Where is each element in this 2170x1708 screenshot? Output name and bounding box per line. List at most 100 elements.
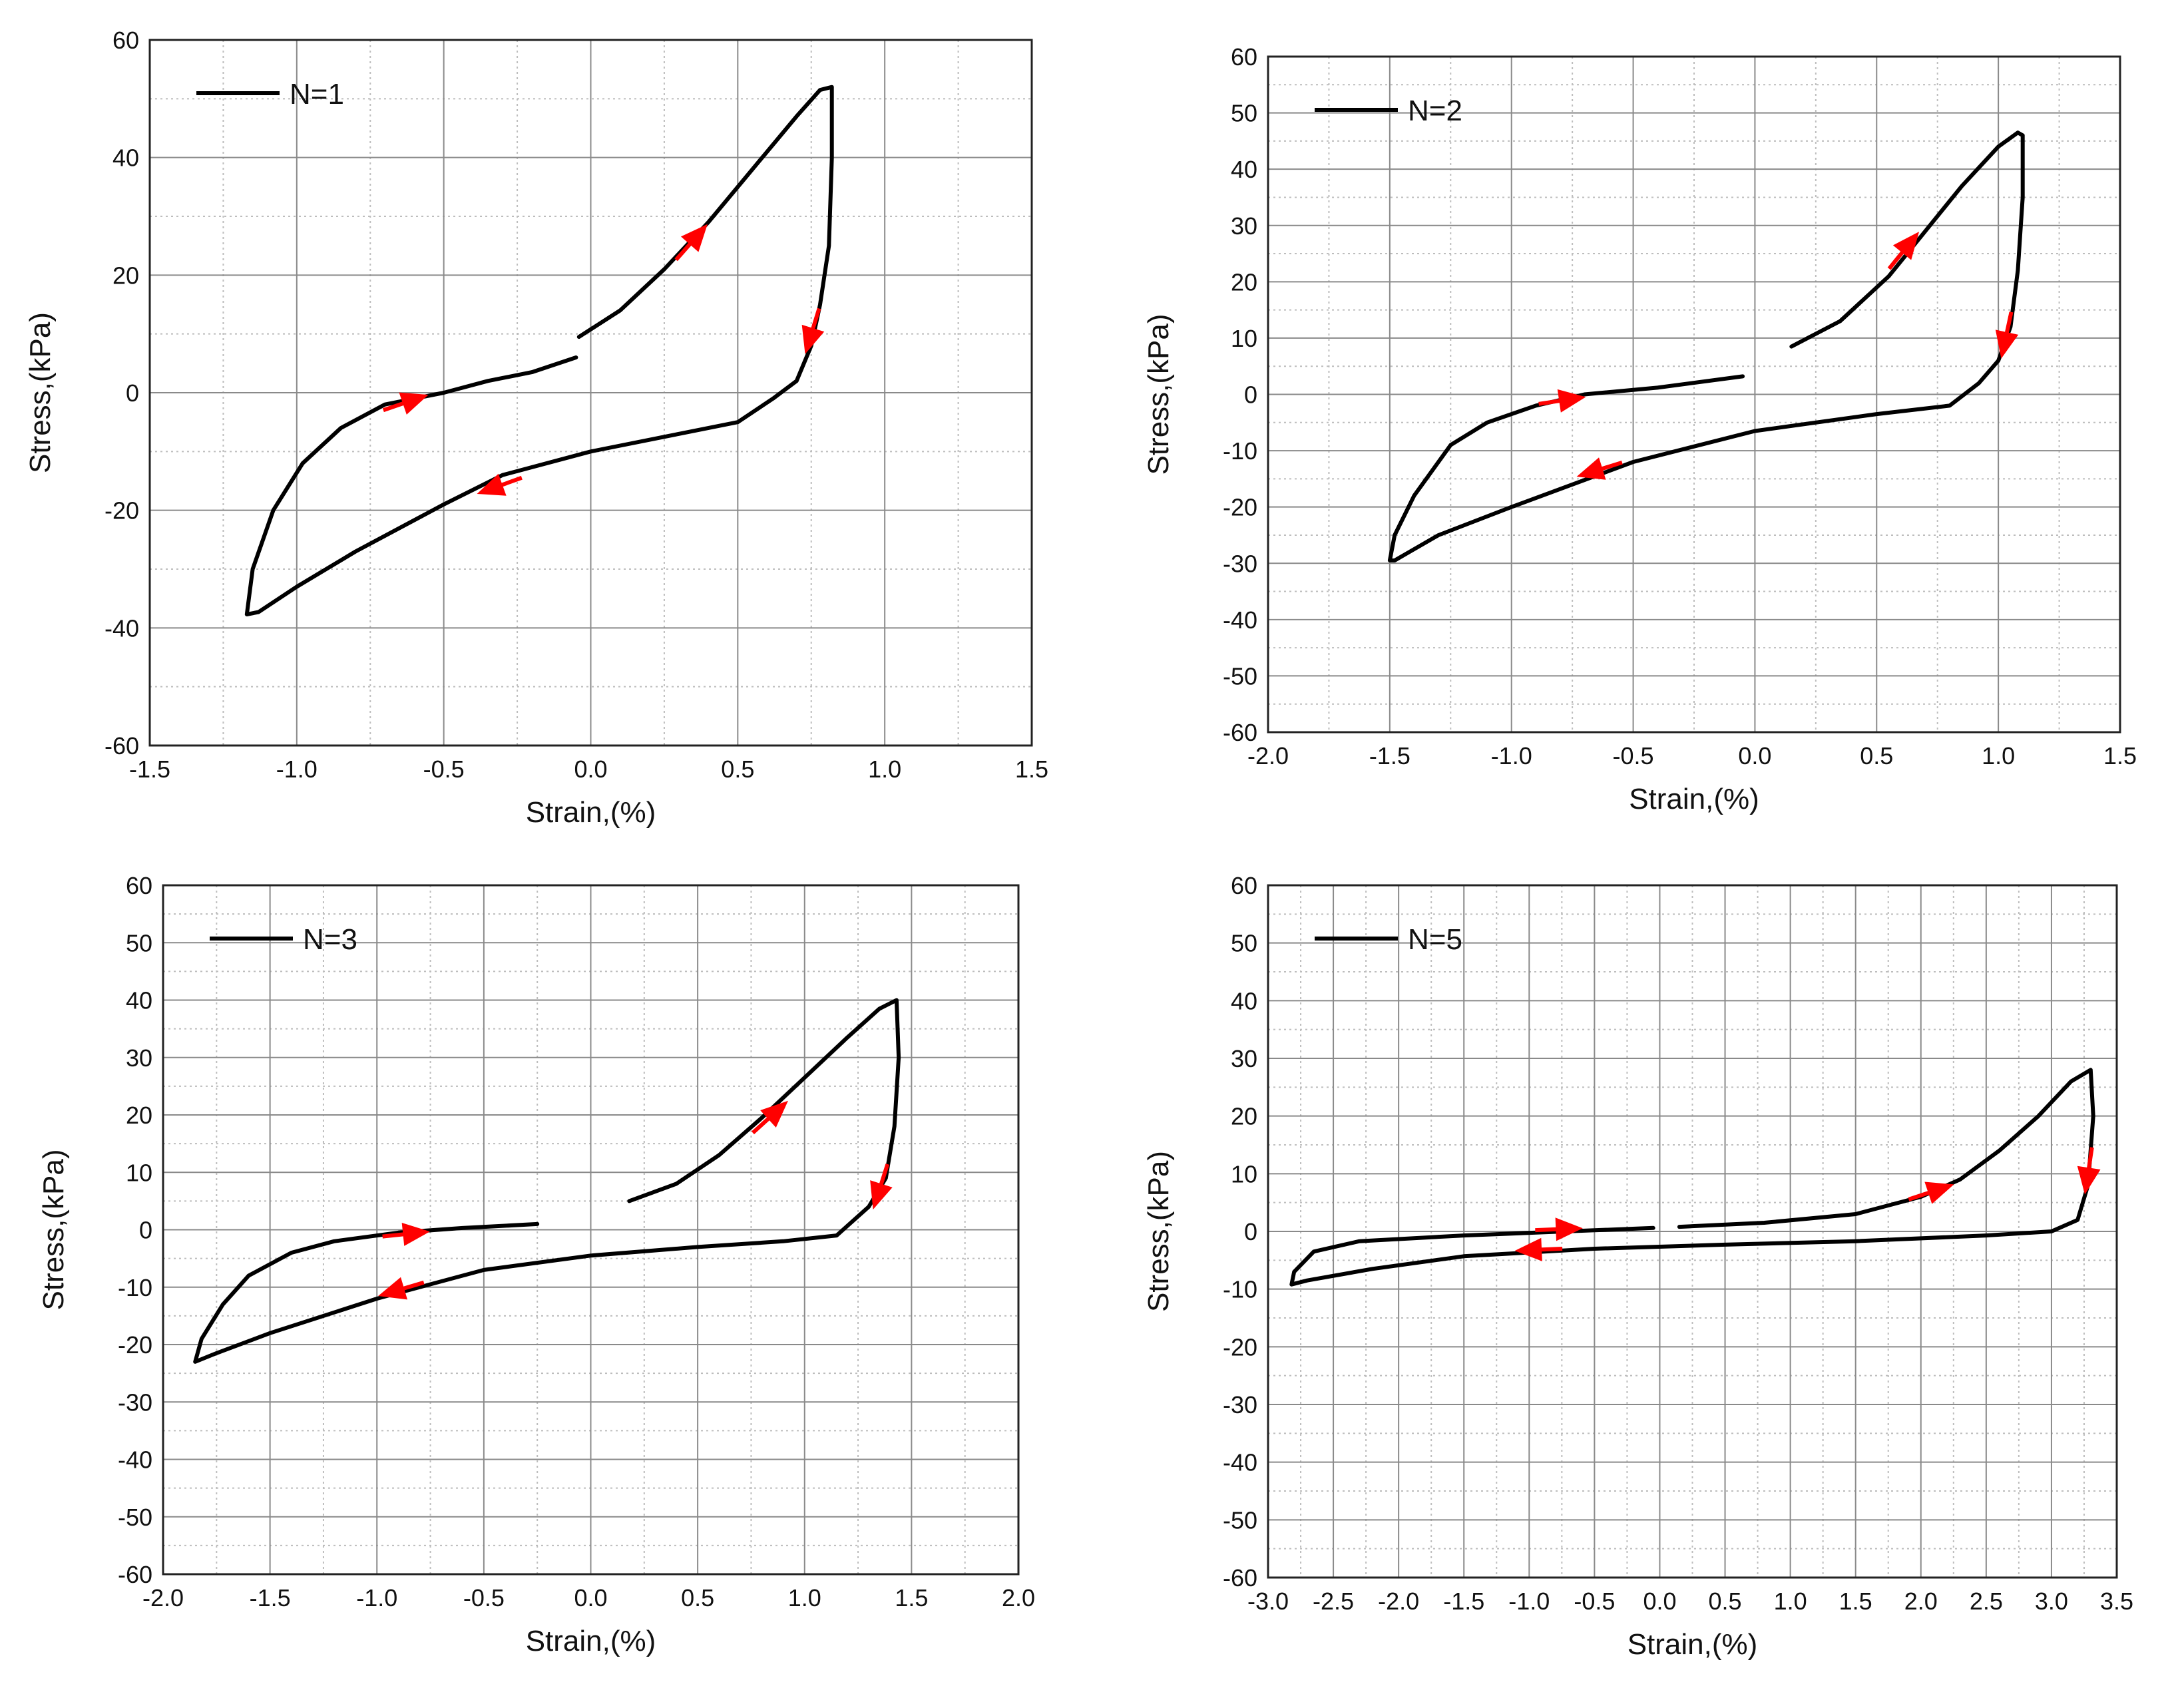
x-tick-label: -2.0	[142, 1584, 184, 1611]
direction-arrow-head	[1557, 389, 1586, 413]
chart-n2: -2.0 -1.5 -1.0 -0.5 0.0 0.5 1.0 1.5 -60 -50 -40 -30…	[1142, 43, 2137, 815]
y-tick-label: 0	[139, 1217, 152, 1244]
y-tick-label: 40	[1231, 987, 1257, 1014]
x-tick-label: 1.5	[1839, 1588, 1872, 1615]
x-tick-label: -1.5	[1369, 742, 1410, 769]
x-tick-label: -2.0	[1378, 1588, 1419, 1615]
x-tick-label: 1.5	[1015, 755, 1048, 783]
legend-label: N=5	[1408, 923, 1462, 956]
y-tick-label: 20	[112, 262, 139, 289]
y-tick-label: -20	[118, 1331, 152, 1359]
direction-arrow-head	[378, 1277, 408, 1300]
y-tick-label: -40	[1223, 606, 1257, 634]
direction-arrow	[1908, 1181, 1954, 1204]
direction-arrow-head	[399, 392, 429, 415]
x-tick-label: 0.5	[1860, 742, 1893, 769]
x-tick-label: -0.5	[1613, 742, 1654, 769]
x-tick-label: -1.5	[129, 755, 170, 783]
y-tick-label: 20	[1231, 268, 1257, 296]
x-tick-label: 2.0	[1904, 1588, 1938, 1615]
y-tick-label: -30	[1223, 550, 1257, 577]
x-axis-label: Strain,(%)	[526, 1625, 656, 1657]
y-tick-label: 10	[1231, 1160, 1257, 1187]
series-line-loop	[244, 85, 834, 616]
direction-arrow	[378, 1277, 425, 1300]
direction-arrow	[1887, 232, 1920, 270]
y-tick-label: -60	[1223, 719, 1257, 746]
y-tick-label: -60	[105, 732, 139, 759]
direction-arrow	[477, 473, 523, 496]
x-tick-label: 0.5	[1709, 1588, 1742, 1615]
series-line-loop	[193, 998, 901, 1364]
chart-n5: -3.0 -2.5 -2.0 -1.5 -1.0 -0.5 0.0 0.5 1.0 1.5 2.0 2…	[1142, 872, 2133, 1661]
series-line-loop	[1289, 1068, 2095, 1287]
plot-frame	[148, 39, 1033, 747]
x-tick-label: 3.5	[2100, 1588, 2133, 1615]
series-line-loop	[1387, 130, 2025, 562]
y-axis-label: Stress,(kPa)	[24, 312, 57, 473]
direction-arrow-head	[1576, 457, 1606, 480]
y-tick-label: -20	[105, 497, 139, 525]
x-tick-label: 2.5	[1970, 1588, 2003, 1615]
y-tick-label: 10	[1231, 325, 1257, 352]
x-tick-label: -1.5	[250, 1584, 291, 1611]
y-tick-label: 40	[112, 144, 139, 172]
y-tick-label: 20	[126, 1102, 152, 1129]
x-tick-label: 1.5	[2103, 742, 2137, 769]
direction-arrow-head	[401, 1222, 430, 1246]
direction-arrow-head	[760, 1100, 788, 1128]
y-tick-label: 30	[1231, 212, 1257, 240]
x-tick-label: 0.0	[574, 1584, 607, 1611]
direction-arrow	[382, 1222, 430, 1246]
y-axis-label: Stress,(kPa)	[1142, 314, 1175, 475]
direction-arrow-head	[1555, 1217, 1583, 1241]
legend-label: N=3	[303, 923, 357, 956]
y-tick-label: -20	[1223, 1333, 1257, 1361]
direction-arrow	[382, 392, 429, 415]
y-axis-label: Stress,(kPa)	[37, 1149, 70, 1310]
x-tick-label: 0.0	[574, 755, 607, 783]
x-tick-label: -2.0	[1247, 742, 1289, 769]
x-tick-label: -1.0	[1508, 1588, 1550, 1615]
y-tick-label: -30	[1223, 1391, 1257, 1418]
chart-panel-n1: -1.5 -1.0 -0.5 0.0 0.5 1.0 1.5 -60 -40 -20 0 20 40 60…	[13, 13, 1058, 839]
x-axis-label: Strain,(%)	[526, 796, 656, 829]
x-tick-label: 0.0	[1738, 742, 1771, 769]
x-tick-label: -0.5	[463, 1584, 505, 1611]
direction-arrow-head	[477, 473, 507, 496]
x-tick-label: -2.5	[1313, 1588, 1354, 1615]
direction-arrow	[2077, 1147, 2101, 1195]
x-tick-label: 0.5	[681, 1584, 714, 1611]
chart-panel-n2: -2.0 -1.5 -1.0 -0.5 0.0 0.5 1.0 1.5 -60 -50 -40 -30…	[1125, 13, 2170, 839]
direction-arrow	[1538, 389, 1586, 413]
legend-label: N=1	[290, 78, 344, 110]
x-tick-label: -0.5	[423, 755, 465, 783]
y-tick-label: 40	[126, 987, 152, 1014]
y-tick-label: -10	[118, 1274, 152, 1301]
direction-arrow-head	[1892, 232, 1920, 260]
y-tick-label: -40	[105, 614, 139, 642]
x-axis-label: Strain,(%)	[1628, 1628, 1758, 1661]
y-tick-label: -30	[118, 1388, 152, 1416]
x-axis-label: Strain,(%)	[1629, 783, 1759, 815]
direction-arrow	[1535, 1217, 1583, 1241]
chart-panel-n3: -2.0 -1.5 -1.0 -0.5 0.0 0.5 1.0 1.5 2.0 -60 -50 -40…	[13, 859, 1058, 1697]
x-tick-label: 0.5	[721, 755, 754, 783]
direction-arrow	[751, 1100, 788, 1135]
y-tick-label: -50	[1223, 1506, 1257, 1534]
y-tick-label: 30	[1231, 1045, 1257, 1072]
x-tick-label: -3.0	[1247, 1588, 1289, 1615]
y-tick-label: -40	[1223, 1449, 1257, 1476]
y-tick-label: 0	[126, 379, 139, 407]
direction-arrow	[674, 224, 708, 262]
plot-frame	[1267, 884, 2118, 1579]
chart-n3: -2.0 -1.5 -1.0 -0.5 0.0 0.5 1.0 1.5 2.0 -60 -50 -40…	[37, 872, 1035, 1657]
y-tick-label: 50	[1231, 100, 1257, 127]
y-tick-label: -50	[1223, 662, 1257, 690]
x-tick-label: -0.5	[1574, 1588, 1615, 1615]
y-tick-label: -40	[118, 1446, 152, 1474]
x-tick-label: 1.5	[895, 1584, 928, 1611]
x-tick-label: 3.0	[2035, 1588, 2068, 1615]
y-tick-label: 50	[126, 929, 152, 957]
plot-frame	[162, 884, 1020, 1576]
